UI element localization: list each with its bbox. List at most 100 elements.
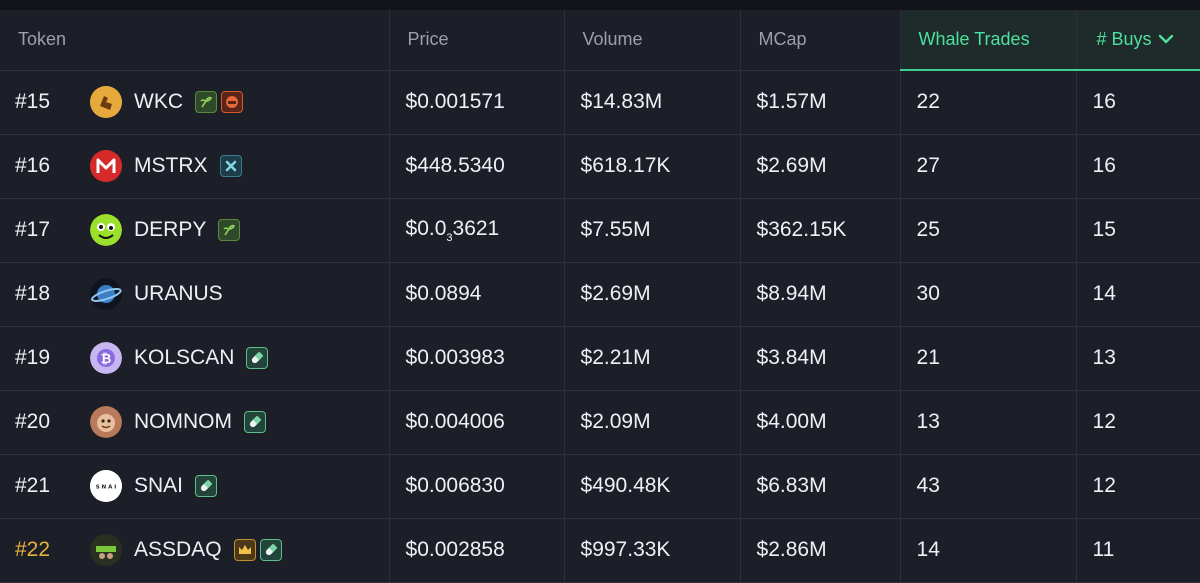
token-symbol: ASSDAQ xyxy=(134,538,222,561)
column-header-buys-label: # Buys xyxy=(1096,28,1152,49)
volume-cell: $7.55M xyxy=(564,198,741,263)
m-logo-icon xyxy=(90,150,122,182)
whale-trades-cell: 43 xyxy=(900,454,1077,519)
price-cell: $0.003983 xyxy=(389,326,565,391)
snai-logo-icon: S N A I xyxy=(90,470,122,502)
column-header-token-label: Token xyxy=(18,29,67,50)
pill-icon xyxy=(259,539,282,561)
mcap-cell: $4.00M xyxy=(740,390,901,455)
mcap-cell: $3.84M xyxy=(740,326,901,391)
whale-trades-cell: 14 xyxy=(900,518,1077,583)
column-header-volume-label: Volume xyxy=(582,29,643,50)
column-header-buys[interactable]: # Buys xyxy=(1076,10,1200,71)
token-symbol: WKC xyxy=(134,90,183,113)
table-row[interactable]: #21 S N A I SNAI $0.006830 $490.48K $6.8… xyxy=(0,454,1200,519)
column-header-price[interactable]: Price xyxy=(389,10,565,71)
whale-trades-cell: 25 xyxy=(900,198,1077,263)
table-header-row: Token Price Volume MCap Whale Trades # B… xyxy=(0,10,1200,71)
price-cell: $0.033621 xyxy=(389,198,565,263)
token-cell[interactable]: ₿ KOLSCAN xyxy=(90,326,390,391)
column-header-volume[interactable]: Volume xyxy=(564,10,741,71)
volume-cell: $490.48K xyxy=(564,454,741,519)
rank-cell: #16 xyxy=(0,134,90,199)
token-cell[interactable]: DERPY xyxy=(90,198,390,263)
token-cell[interactable]: MSTRX xyxy=(90,134,390,199)
table-row[interactable]: #17 DERPY $0.033621 $7.55M $362.15K 25 1… xyxy=(0,198,1200,263)
token-table: Token Price Volume MCap Whale Trades # B… xyxy=(0,10,1200,583)
buys-cell: 16 xyxy=(1076,70,1200,135)
red-face-icon xyxy=(221,91,243,113)
column-header-whale-trades-label: Whale Trades xyxy=(918,29,1030,49)
price-cell: $0.004006 xyxy=(389,390,565,455)
price-zero-count: 3 xyxy=(446,231,453,244)
mcap-cell: $6.83M xyxy=(740,454,901,519)
chevron-down-icon xyxy=(1158,29,1174,50)
whale-trades-cell: 22 xyxy=(900,70,1077,135)
table-row[interactable]: #16 MSTRX $448.5340 $618.17K $2.69M 27 1… xyxy=(0,134,1200,199)
whale-trades-cell: 13 xyxy=(900,390,1077,455)
pill-icon xyxy=(195,475,218,497)
volume-cell: $997.33K xyxy=(564,518,741,583)
token-symbol: KOLSCAN xyxy=(134,346,235,369)
price-cell: $0.006830 xyxy=(389,454,565,519)
top-bar xyxy=(0,0,1200,10)
price-cell: $0.001571 xyxy=(389,70,565,135)
rank-cell: #15 xyxy=(0,70,90,135)
token-cell[interactable]: URANUS xyxy=(90,262,390,327)
table-row[interactable]: #22 ASSDAQ $0.002858 $997.33K $2.86M 14 … xyxy=(0,518,1200,583)
token-symbol: SNAI xyxy=(134,474,184,497)
pill-icon xyxy=(244,411,266,433)
token-symbol: MSTRX xyxy=(134,154,208,177)
planet-icon xyxy=(90,278,122,310)
column-header-token[interactable]: Token xyxy=(0,10,390,71)
kolscan-logo-icon: ₿ xyxy=(90,342,122,374)
token-cell[interactable]: NOMNOM xyxy=(90,390,390,455)
price-rest: 3621 xyxy=(452,216,500,240)
token-cell[interactable]: WKC xyxy=(90,70,390,135)
mcap-cell: $2.86M xyxy=(740,518,901,583)
fist-icon xyxy=(90,86,122,118)
price-cell: $448.5340 xyxy=(389,134,565,199)
rank-cell: #20 xyxy=(0,390,90,455)
volume-cell: $2.69M xyxy=(564,262,741,327)
mcap-cell: $362.15K xyxy=(740,198,901,263)
volume-cell: $2.21M xyxy=(564,326,741,391)
token-symbol: URANUS xyxy=(134,282,223,305)
assdaq-avatar-icon xyxy=(90,534,122,566)
buys-cell: 13 xyxy=(1076,326,1200,391)
pill-icon xyxy=(246,347,269,369)
whale-trades-cell: 27 xyxy=(900,134,1077,199)
svg-text:₿: ₿ xyxy=(101,352,112,367)
nomnom-avatar-icon xyxy=(90,406,122,438)
price-main: $0.0 xyxy=(405,216,447,240)
token-cell[interactable]: ASSDAQ xyxy=(90,518,390,583)
whale-trades-cell: 21 xyxy=(900,326,1077,391)
table-row[interactable]: #18 URANUS $0.0894 $2.69M $8.94M 30 14 xyxy=(0,262,1200,327)
volume-cell: $2.09M xyxy=(564,390,741,455)
rank-cell: #19 xyxy=(0,326,90,391)
token-cell[interactable]: S N A I SNAI xyxy=(90,454,390,519)
mcap-cell: $1.57M xyxy=(740,70,901,135)
volume-cell: $618.17K xyxy=(564,134,741,199)
rank-cell: #22 xyxy=(0,518,90,583)
mcap-cell: $2.69M xyxy=(740,134,901,199)
table-row[interactable]: #20 NOMNOM $0.004006 $2.09M $4.00M 13 12 xyxy=(0,390,1200,455)
crown-icon xyxy=(233,539,256,561)
table-row[interactable]: #15 WKC $0.001571 $14.83M $1.57M 22 16 xyxy=(0,70,1200,135)
column-header-mcap-label: MCap xyxy=(758,29,807,50)
token-symbol: DERPY xyxy=(134,218,207,241)
rank-cell: #18 xyxy=(0,262,90,327)
column-header-mcap[interactable]: MCap xyxy=(740,10,901,71)
price-cell: $0.002858 xyxy=(389,518,565,583)
token-symbol: NOMNOM xyxy=(134,410,232,433)
price-cell: $0.0894 xyxy=(389,262,565,327)
column-header-whale-trades[interactable]: Whale Trades xyxy=(900,10,1077,71)
seedling-icon xyxy=(218,219,241,241)
buys-cell: 15 xyxy=(1076,198,1200,263)
column-header-price-label: Price xyxy=(407,29,449,50)
buys-cell: 14 xyxy=(1076,262,1200,327)
snai-logo-text: S N A I xyxy=(96,485,117,491)
x-icon xyxy=(219,155,242,177)
table-row[interactable]: #19 ₿ KOLSCAN $0.003983 $2.21M $3.84M 21… xyxy=(0,326,1200,391)
derpy-face-icon xyxy=(90,214,122,246)
